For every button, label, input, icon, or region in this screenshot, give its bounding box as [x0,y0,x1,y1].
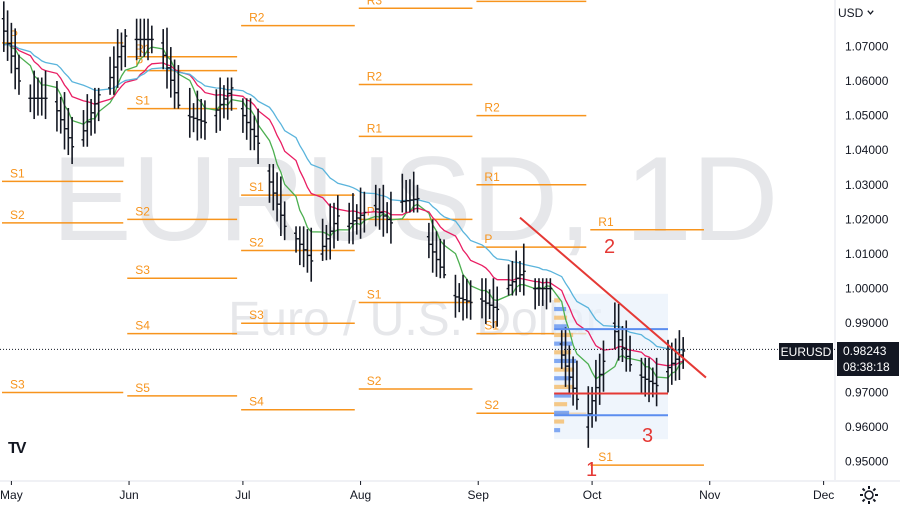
pivot-label: S1 [367,287,382,301]
y-tick-label: 0.96000 [845,420,889,434]
y-tick-label: 0.95000 [845,455,889,469]
pivot-label: S3 [135,263,150,277]
y-tick-label: 1.06000 [845,74,889,88]
currency-selector[interactable]: USD [838,3,896,23]
pivot-label: R1 [484,170,500,184]
y-tick-label: 1.00000 [845,282,889,296]
pivot-label: S2 [10,208,25,222]
pivot-label: R2 [249,11,265,25]
pivot-label: S4 [135,319,150,333]
wave-3-label: 3 [642,425,653,447]
chevron-down-icon [866,6,875,20]
volume-profile-row [554,419,564,423]
x-tick-label: Sep [468,488,490,502]
x-tick-label: Nov [699,488,720,502]
pivot-label: R1 [367,121,383,135]
pivot-label: S2 [484,398,499,412]
y-tick-label: 1.02000 [845,212,889,226]
volume-profile-row [554,307,566,311]
volume-profile-box [554,294,668,439]
pivot-label: R2 [367,69,383,83]
volume-profile-row [554,368,574,372]
last-price-value: 0.98243 [843,343,899,359]
volume-profile [554,294,668,439]
pivot-label: P [484,232,492,246]
y-tick-label: 1.03000 [845,178,889,192]
pivot-label: R1 [598,215,614,229]
pivot-label: S3 [249,308,264,322]
volume-profile-row [554,342,572,346]
pivot-label: S2 [367,374,382,388]
x-tick-label: Aug [350,488,371,502]
pivot-label: S1 [249,180,264,194]
y-tick-label: 0.99000 [845,316,889,330]
price-axis[interactable]: 1.07000 1.06000 1.05000 1.04000 1.03000 1.020… [845,39,889,468]
volume-profile-row [554,428,560,432]
pivot-label: S1 [10,166,25,180]
wave-1-label: 1 [586,459,597,481]
volume-profile-row [554,402,567,406]
x-tick-label: Jun [119,488,138,502]
gear-icon[interactable] [858,484,880,506]
pivot-label: S2 [249,236,264,250]
y-tick-label: 1.01000 [845,247,889,261]
time-axis[interactable]: May Jun Jul Aug Sep Oct Nov Dec [0,481,834,502]
x-tick-label: May [0,488,23,502]
y-tick-label: 1.05000 [845,109,889,123]
symbol-price-tag: EURUSD [779,343,833,360]
volume-profile-row [554,385,574,389]
last-price-box: 0.98243 08:38:18 [837,342,899,376]
pivot-label: R2 [484,101,500,115]
y-tick-label: 0.97000 [845,385,889,399]
currency-label: USD [838,6,863,20]
x-tick-label: Jul [235,488,250,502]
pivot-label: S5 [135,381,150,395]
pivot-label: S1 [598,450,613,464]
bar-countdown: 08:38:18 [843,359,899,375]
tradingview-logo[interactable]: TV [8,440,38,462]
pivot-label: R3 [367,0,383,7]
y-tick-label: 1.07000 [845,39,889,53]
wave-2-label: 2 [604,236,615,258]
pivot-label: S1 [135,94,150,108]
x-tick-label: Oct [583,488,602,502]
pivot-label: S2 [135,204,150,218]
pivot-label: S3 [10,377,25,391]
y-tick-label: 1.04000 [845,143,889,157]
symbol-name-watermark: Euro / U.S. Dollar [228,293,601,346]
x-tick-label: Dec [813,488,834,502]
pivot-label: S4 [249,395,264,409]
